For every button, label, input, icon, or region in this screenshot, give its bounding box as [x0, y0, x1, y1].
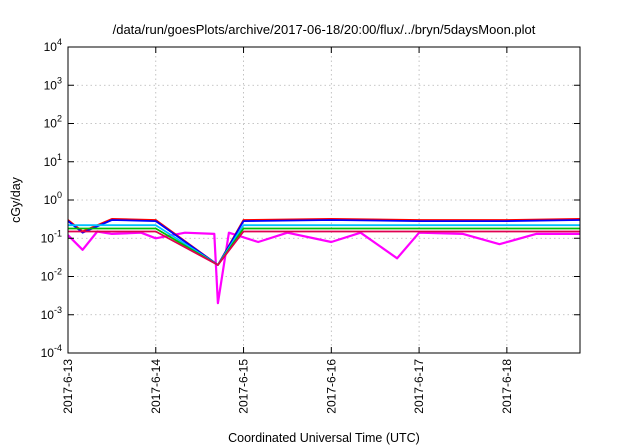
y-axis-label: cGy/day [9, 176, 23, 223]
x-tick-label: 2017-6-16 [324, 359, 338, 414]
y-tick-label: 103 [44, 75, 62, 92]
y-tick-label: 10-1 [41, 228, 62, 245]
y-tick-label: 101 [44, 152, 62, 169]
x-tick-labels: 2017-6-13 2017-6-14 2017-6-15 2017-6-16 2017… [61, 359, 514, 414]
y-tick-label: 10-4 [41, 343, 62, 360]
series-line [68, 227, 580, 266]
x-axis-label: Coordinated Universal Time (UTC) [228, 431, 420, 445]
x-tick-label: 2017-6-14 [149, 359, 163, 414]
series-line [68, 230, 580, 266]
x-tick-label: 2017-6-18 [500, 359, 514, 414]
series-line [68, 224, 580, 266]
grid [68, 47, 580, 353]
tick-marks [67, 46, 580, 354]
series-line [67, 219, 581, 266]
x-tick-label: 2017-6-17 [412, 359, 426, 414]
series-group [67, 217, 581, 305]
y-tick-label: 10-2 [41, 267, 62, 284]
y-tick-label: 102 [44, 114, 62, 131]
series-line [67, 230, 580, 305]
x-tick-label: 2017-6-13 [61, 359, 75, 414]
x-tick-label: 2017-6-15 [237, 359, 251, 414]
chart-title: /data/run/goesPlots/archive/2017-06-18/2… [113, 22, 536, 37]
y-tick-labels: 10-4 10-3 10-2 10-1 100 101 102 103 104 [41, 37, 62, 360]
y-tick-label: 104 [44, 37, 62, 54]
y-tick-label: 10-3 [41, 305, 62, 322]
y-tick-label: 100 [44, 190, 62, 207]
